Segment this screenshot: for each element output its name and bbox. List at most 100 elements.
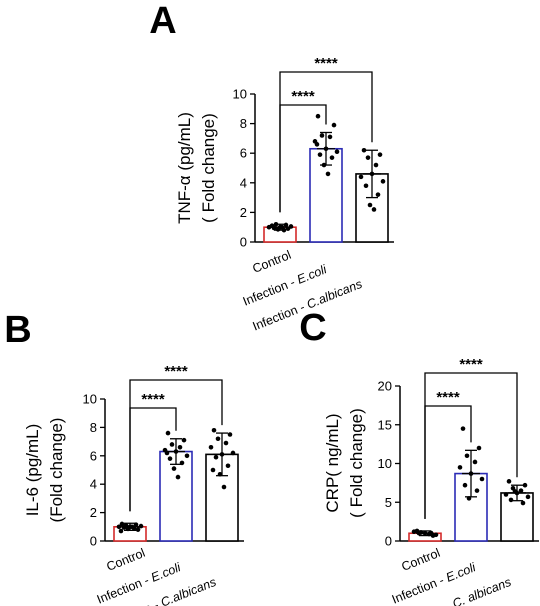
x-tick-label-italic: E.coli [149,560,184,585]
significance-bracket [279,71,373,213]
y-tick-label: 10 [83,392,97,407]
significance-label: **** [459,356,483,373]
y-tick-label: 5 [385,495,392,510]
data-point [169,442,175,447]
data-point [474,488,480,493]
x-tick-label-text: Control [400,546,443,574]
x-tick-label-text: Infection - [390,572,449,606]
data-point [361,147,367,153]
x-tick-label: Control [400,546,443,574]
x-tick-label-italic: C.albicans [159,575,218,606]
data-point [377,152,383,157]
data-point [121,525,127,530]
data-point [227,432,233,437]
data-point [167,456,173,461]
data-point [479,476,485,482]
data-point [135,527,141,532]
y-axis-label: TNF-α (pg/mL) [175,112,194,224]
y-tick-label: 2 [90,505,97,520]
data-point [325,171,331,177]
y-axis-label-secondary: ( Fold change) [347,408,366,518]
y-tick-label: 8 [240,116,247,131]
data-point [373,162,379,168]
data-point [181,437,187,443]
data-point [210,467,216,473]
y-axis-label-secondary: (Fold change) [47,418,66,523]
data-point [371,207,377,212]
y-tick-label: 8 [90,420,97,435]
significance-label: **** [164,363,188,380]
y-tick-label: 2 [240,205,247,220]
y-tick-label: 0 [240,235,247,250]
significance-label: **** [291,88,315,105]
data-point [119,521,125,527]
significance-bracket [129,379,223,512]
data-point [506,479,512,484]
significance-label: **** [141,391,165,408]
y-tick-label: 4 [240,175,247,190]
data-point [334,149,340,155]
data-point [118,528,124,534]
x-tick-label-italic: E.coli [295,262,330,287]
data-point [358,174,364,180]
significance-label: **** [314,55,338,72]
chart-panel-b: B 0 2 4 6 8 10 IL-6 (pg/mL) (Fold change) Control… [4,309,244,606]
y-tick-label: 10 [378,456,392,471]
chart-panel-a: A 0 2 4 6 8 10 TNF-α (pg/mL) ( Fold change) Contr… [149,0,394,334]
y-tick-label: 0 [385,534,392,549]
y-tick-label: 0 [90,534,97,549]
data-point [460,426,466,431]
data-point [211,427,217,433]
data-point [165,430,171,436]
data-point [363,183,369,189]
data-point [319,133,325,138]
data-point [411,529,417,534]
data-point [177,444,183,450]
y-tick-label: 20 [378,379,392,394]
data-point [208,444,214,450]
data-point [266,224,272,230]
bar [159,450,193,542]
data-point [472,459,478,465]
data-point [223,440,229,446]
data-point [329,155,335,160]
data-point [288,224,294,229]
data-point [213,454,219,460]
data-point [327,134,333,140]
data-point [375,192,381,197]
y-tick-label: 4 [90,477,97,492]
data-point [462,482,468,488]
data-point [503,492,509,497]
data-point [331,122,337,128]
data-point [380,179,386,184]
data-point [457,465,463,470]
data-point [315,113,321,119]
y-tick-label: 15 [378,417,392,432]
x-tick-label-text: Control [251,248,294,276]
data-point [464,453,470,459]
y-tick-label: 10 [233,87,247,102]
significance-bracket [424,372,518,519]
data-point [522,482,528,488]
x-tick-label-italic: E.coli [444,560,479,585]
data-point [215,436,221,442]
panel-letter: B [4,309,31,351]
data-point [184,453,190,459]
data-point [518,488,524,493]
x-tick-label: Control [251,248,294,276]
data-point [175,474,181,480]
panel-letter: A [149,0,176,42]
data-point [365,155,371,160]
data-point [225,463,231,469]
data-point [508,497,514,503]
y-axis-label: CRP( ng/mL) [323,413,342,512]
significance-label: **** [436,389,460,406]
y-axis-label: IL-6 (pg/mL) [23,424,42,517]
data-point [367,202,373,208]
data-point [317,152,323,157]
chart-panel-c: C 0 5 10 15 20 CRP( ng/mL) ( Fold change) Contro… [299,307,539,606]
data-point [520,500,526,506]
data-point [171,466,177,471]
panel-letter: C [299,307,326,349]
